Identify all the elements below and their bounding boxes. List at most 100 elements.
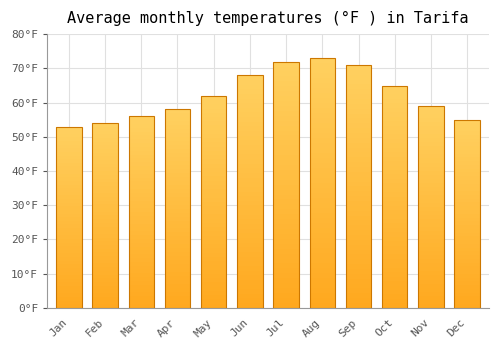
- Bar: [165, 145, 190, 149]
- Bar: [165, 141, 190, 145]
- Bar: [346, 177, 371, 182]
- Bar: [56, 127, 82, 308]
- Bar: [382, 126, 407, 130]
- Bar: [382, 215, 407, 219]
- Bar: [274, 86, 299, 91]
- Bar: [128, 162, 154, 166]
- Bar: [237, 247, 262, 252]
- Bar: [128, 224, 154, 228]
- Bar: [418, 175, 444, 178]
- Bar: [382, 241, 407, 246]
- Bar: [346, 65, 371, 70]
- Bar: [346, 157, 371, 162]
- Bar: [382, 143, 407, 148]
- Bar: [237, 238, 262, 243]
- Bar: [237, 177, 262, 182]
- Bar: [237, 75, 262, 80]
- Bar: [56, 297, 82, 301]
- Bar: [56, 170, 82, 174]
- Bar: [310, 173, 335, 178]
- Bar: [237, 122, 262, 126]
- Bar: [418, 130, 444, 134]
- Bar: [454, 278, 480, 281]
- Bar: [274, 303, 299, 308]
- Bar: [92, 289, 118, 293]
- Bar: [201, 210, 226, 215]
- Bar: [382, 294, 407, 299]
- Bar: [454, 285, 480, 289]
- Bar: [310, 58, 335, 63]
- Bar: [418, 203, 444, 207]
- Bar: [92, 193, 118, 197]
- Bar: [382, 290, 407, 294]
- Bar: [92, 123, 118, 308]
- Bar: [454, 142, 480, 146]
- Bar: [454, 296, 480, 300]
- Bar: [454, 240, 480, 244]
- Bar: [310, 233, 335, 238]
- Bar: [310, 203, 335, 208]
- Bar: [310, 168, 335, 173]
- Bar: [128, 135, 154, 139]
- Bar: [274, 204, 299, 209]
- Bar: [165, 209, 190, 212]
- Bar: [274, 283, 299, 288]
- Bar: [454, 251, 480, 255]
- Bar: [165, 201, 190, 205]
- Bar: [165, 121, 190, 125]
- Bar: [56, 293, 82, 297]
- Bar: [382, 228, 407, 232]
- Bar: [346, 264, 371, 269]
- Bar: [418, 199, 444, 203]
- Bar: [128, 281, 154, 285]
- Bar: [274, 180, 299, 185]
- Bar: [382, 286, 407, 290]
- Bar: [92, 175, 118, 178]
- Bar: [237, 271, 262, 275]
- Bar: [128, 235, 154, 239]
- Bar: [310, 93, 335, 98]
- Bar: [56, 155, 82, 159]
- Bar: [454, 293, 480, 296]
- Bar: [165, 288, 190, 292]
- Bar: [237, 243, 262, 247]
- Bar: [454, 135, 480, 139]
- Bar: [346, 279, 371, 284]
- Bar: [201, 100, 226, 104]
- Bar: [418, 231, 444, 235]
- Bar: [237, 126, 262, 131]
- Bar: [128, 220, 154, 224]
- Bar: [237, 257, 262, 261]
- Bar: [418, 106, 444, 308]
- Bar: [382, 179, 407, 183]
- Bar: [92, 131, 118, 134]
- Bar: [56, 210, 82, 214]
- Bar: [454, 191, 480, 195]
- Bar: [418, 154, 444, 159]
- Bar: [56, 275, 82, 279]
- Bar: [92, 149, 118, 153]
- Bar: [128, 266, 154, 270]
- Bar: [346, 230, 371, 235]
- Bar: [201, 303, 226, 308]
- Bar: [92, 160, 118, 164]
- Bar: [92, 230, 118, 234]
- Bar: [165, 260, 190, 264]
- Bar: [56, 239, 82, 243]
- Bar: [454, 217, 480, 221]
- Bar: [382, 152, 407, 157]
- Bar: [274, 209, 299, 214]
- Bar: [418, 118, 444, 122]
- Bar: [56, 203, 82, 206]
- Bar: [274, 106, 299, 111]
- Bar: [56, 246, 82, 250]
- Bar: [165, 280, 190, 284]
- Bar: [382, 259, 407, 263]
- Bar: [56, 279, 82, 282]
- Bar: [237, 75, 262, 308]
- Bar: [128, 170, 154, 174]
- Bar: [237, 140, 262, 145]
- Bar: [128, 304, 154, 308]
- Bar: [92, 208, 118, 212]
- Bar: [237, 150, 262, 154]
